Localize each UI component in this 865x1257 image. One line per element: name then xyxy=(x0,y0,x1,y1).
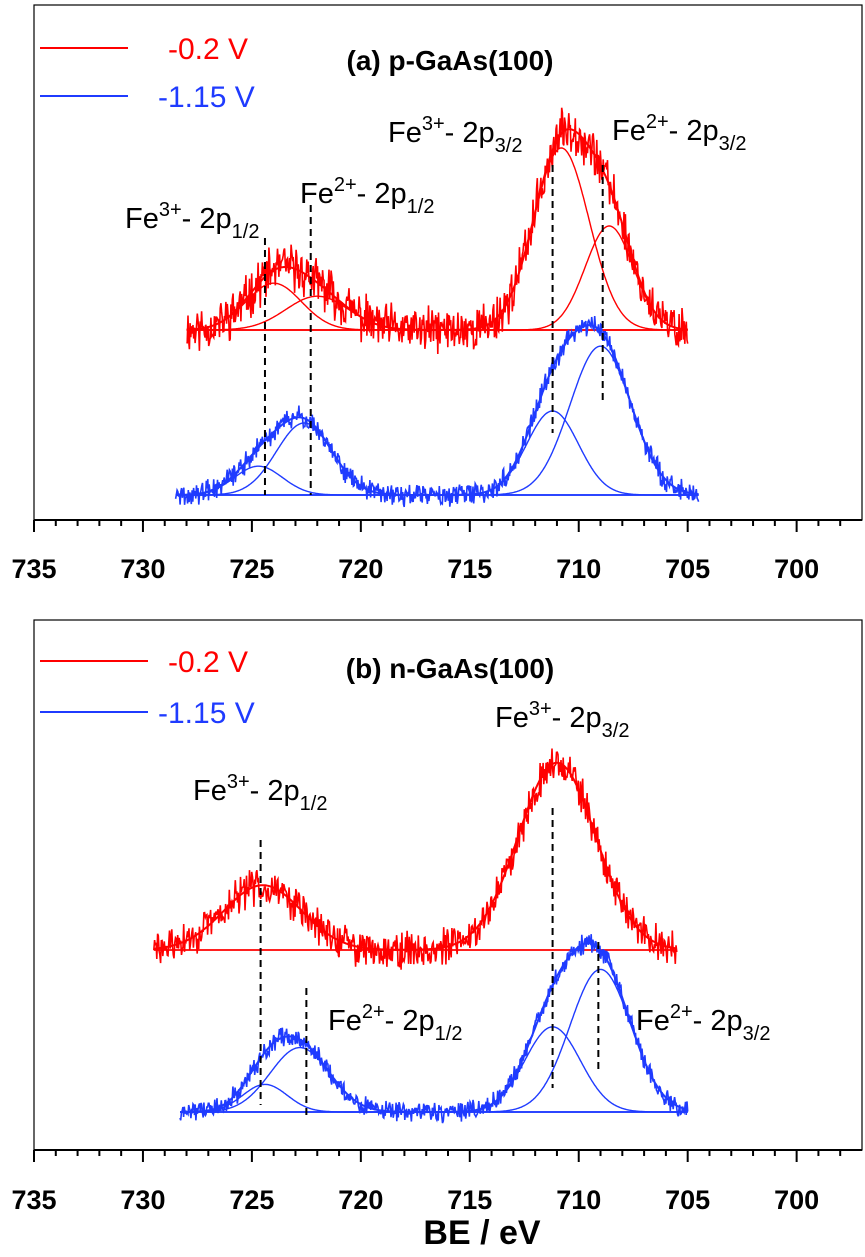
peak-annotation: Fe3+- 2p1/2 xyxy=(125,199,259,243)
legend-label: -0.2 V xyxy=(168,33,248,66)
legend-label: -1.15 V xyxy=(158,697,255,730)
peak-annotation: Fe2+- 2p1/2 xyxy=(328,1001,462,1045)
panel-b: 735 730 725 720 715 710 705 700 (b) n-GaAs(100) -… xyxy=(11,619,863,1215)
panel-title: (b) n-GaAs(100) xyxy=(346,653,554,684)
legend-label: -0.2 V xyxy=(168,646,248,679)
x-tick-label: 705 xyxy=(665,554,710,584)
x-tick-label: 710 xyxy=(556,1185,601,1215)
peak-annotation: Fe2+- 2p1/2 xyxy=(300,174,434,218)
x-axis-title: BE / eV xyxy=(423,1214,540,1252)
raw-data-line xyxy=(153,748,678,970)
raw-data-line xyxy=(179,934,689,1124)
x-tick-label: 705 xyxy=(665,1185,710,1215)
panel-title: (a) p-GaAs(100) xyxy=(347,45,554,76)
x-tick-label: 720 xyxy=(338,1185,383,1215)
x-tick-label: 710 xyxy=(556,554,601,584)
peak-annotation: Fe2+- 2p3/2 xyxy=(612,111,746,155)
x-tick-label: 730 xyxy=(120,554,165,584)
raw-data-line xyxy=(174,316,700,508)
x-tick-label: 730 xyxy=(120,1185,165,1215)
raw-data-line xyxy=(186,107,689,355)
x-tick-label: 700 xyxy=(774,1185,819,1215)
peak-annotation: Fe3+- 2p3/2 xyxy=(495,698,629,742)
fit-envelope-line xyxy=(186,128,688,331)
peak-annotation: Fe2+- 2p3/2 xyxy=(636,1001,770,1045)
x-tick-label: 715 xyxy=(447,1185,492,1215)
fit-component-line xyxy=(175,422,699,496)
x-tick-label: 715 xyxy=(447,554,492,584)
x-tick-label: 725 xyxy=(229,1185,274,1215)
fit-component-line xyxy=(153,884,677,951)
x-tick-label: 700 xyxy=(774,554,819,584)
legend-label: -1.15 V xyxy=(158,81,255,114)
x-tick-label: 720 xyxy=(338,554,383,584)
x-tick-label: 735 xyxy=(11,1185,56,1215)
x-tick-label: 725 xyxy=(229,554,274,584)
peak-annotation: Fe3+- 2p1/2 xyxy=(193,771,327,815)
x-tick-label: 735 xyxy=(11,554,56,584)
peak-annotation: Fe3+- 2p3/2 xyxy=(388,113,522,157)
fit-component-line xyxy=(186,147,688,331)
panel-a: 735 730 725 720 715 710 705 700 (a) p-GaAs(100) -… xyxy=(11,4,863,584)
